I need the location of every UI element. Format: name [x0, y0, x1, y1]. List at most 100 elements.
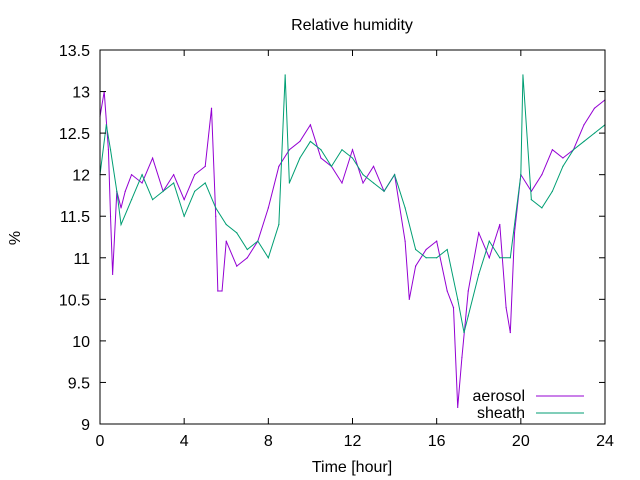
chart-title: Relative humidity: [291, 17, 413, 34]
data-point-aerosol: [408, 298, 410, 300]
data-point-aerosol: [457, 406, 459, 408]
data-point-sheath: [173, 182, 175, 184]
data-point-aerosol: [541, 174, 543, 176]
data-point-sheath: [299, 157, 301, 159]
data-point-sheath: [194, 190, 196, 192]
y-tick-label: 10: [72, 334, 90, 351]
data-point-sheath: [257, 240, 259, 242]
data-point-sheath: [463, 331, 465, 334]
data-point-aerosol: [478, 232, 480, 234]
data-point-aerosol: [299, 140, 301, 143]
data-point-aerosol: [130, 174, 133, 176]
data-point-sheath: [162, 190, 164, 192]
x-tick-label: 4: [180, 433, 189, 450]
data-point-aerosol: [210, 107, 213, 109]
data-point-aerosol: [488, 257, 490, 259]
y-tick-label: 9: [81, 417, 90, 434]
data-point-sheath: [141, 174, 143, 176]
data-point-sheath: [116, 190, 118, 192]
x-tick-label: 16: [428, 433, 446, 450]
data-point-sheath: [551, 190, 553, 192]
data-point-sheath: [383, 190, 385, 192]
data-point-sheath: [530, 199, 532, 201]
data-point-sheath: [351, 157, 354, 159]
data-point-sheath: [236, 232, 238, 234]
data-point-sheath: [225, 223, 227, 226]
series-layer: [99, 74, 606, 408]
data-point-aerosol: [278, 165, 280, 167]
y-tick-label: 11.5: [60, 209, 90, 226]
data-point-sheath: [341, 149, 343, 151]
data-point-sheath: [120, 223, 122, 226]
data-point-aerosol: [217, 290, 219, 292]
y-tick-label: 13.5: [59, 43, 90, 60]
x-tick-label: 20: [512, 433, 530, 450]
data-point-aerosol: [246, 257, 248, 259]
data-point-aerosol: [404, 240, 406, 242]
data-point-aerosol: [467, 290, 469, 292]
data-point-sheath: [541, 207, 543, 209]
x-axis-label: Time [hour]: [312, 459, 392, 476]
data-point-aerosol: [221, 290, 223, 292]
data-point-sheath: [488, 240, 490, 242]
data-point-sheath: [246, 248, 248, 251]
data-point-sheath: [284, 74, 286, 76]
data-point-aerosol: [215, 215, 217, 217]
x-tick-label: 12: [344, 433, 362, 450]
data-point-aerosol: [124, 190, 126, 192]
data-point-aerosol: [509, 331, 511, 334]
data-point-aerosol: [309, 124, 312, 126]
x-tick-label: 24: [596, 433, 614, 450]
data-point-sheath: [436, 257, 438, 259]
data-point-sheath: [330, 165, 333, 167]
data-point-sheath: [309, 140, 312, 143]
x-tick-label: 8: [264, 433, 273, 450]
data-point-sheath: [522, 74, 524, 76]
series-line-aerosol: [99, 91, 606, 408]
data-point-sheath: [562, 165, 564, 167]
data-point-aerosol: [351, 149, 354, 151]
data-point-sheath: [152, 199, 154, 201]
data-point-sheath: [572, 149, 575, 151]
data-point-aerosol: [425, 248, 427, 251]
data-point-sheath: [583, 140, 585, 143]
y-axis-label: %: [7, 231, 24, 245]
data-point-sheath: [288, 182, 290, 184]
tick-layer: 0 4 8 12 16 20 24 9 9.5 10 10.5 11 11.5 12 12.5 13 13.5: [59, 43, 614, 450]
y-tick-label: 12: [72, 168, 90, 185]
data-point-sheath: [520, 174, 522, 176]
data-point-sheath: [404, 207, 406, 209]
data-point-aerosol: [341, 182, 343, 184]
data-point-sheath: [509, 257, 511, 259]
data-point-aerosol: [194, 174, 196, 176]
data-point-sheath: [204, 182, 206, 184]
data-point-aerosol: [236, 265, 238, 267]
y-tick-label: 9.5: [68, 375, 90, 392]
data-point-sheath: [183, 215, 185, 217]
data-point-aerosol: [152, 157, 154, 159]
data-point-aerosol: [415, 265, 417, 267]
series-line-sheath: [99, 74, 606, 333]
data-point-aerosol: [362, 182, 364, 184]
data-point-aerosol: [505, 307, 507, 309]
data-point-aerosol: [204, 165, 206, 167]
data-point-sheath: [105, 124, 107, 126]
data-point-sheath: [215, 207, 217, 209]
data-point-sheath: [467, 315, 469, 317]
data-point-aerosol: [120, 207, 122, 209]
data-point-sheath: [425, 257, 427, 259]
data-point-sheath: [267, 257, 269, 259]
y-tick-label: 13: [72, 85, 90, 102]
data-point-aerosol: [461, 356, 463, 359]
data-point-aerosol: [183, 199, 185, 201]
data-point-aerosol: [583, 124, 585, 126]
data-point-sheath: [415, 248, 417, 251]
data-point-sheath: [499, 257, 501, 259]
data-point-aerosol: [225, 240, 227, 242]
plot-frame: [99, 49, 606, 425]
data-point-sheath: [478, 273, 480, 275]
data-point-aerosol: [446, 290, 448, 292]
x-tick-label: 0: [96, 433, 105, 450]
data-point-sheath: [362, 174, 364, 176]
